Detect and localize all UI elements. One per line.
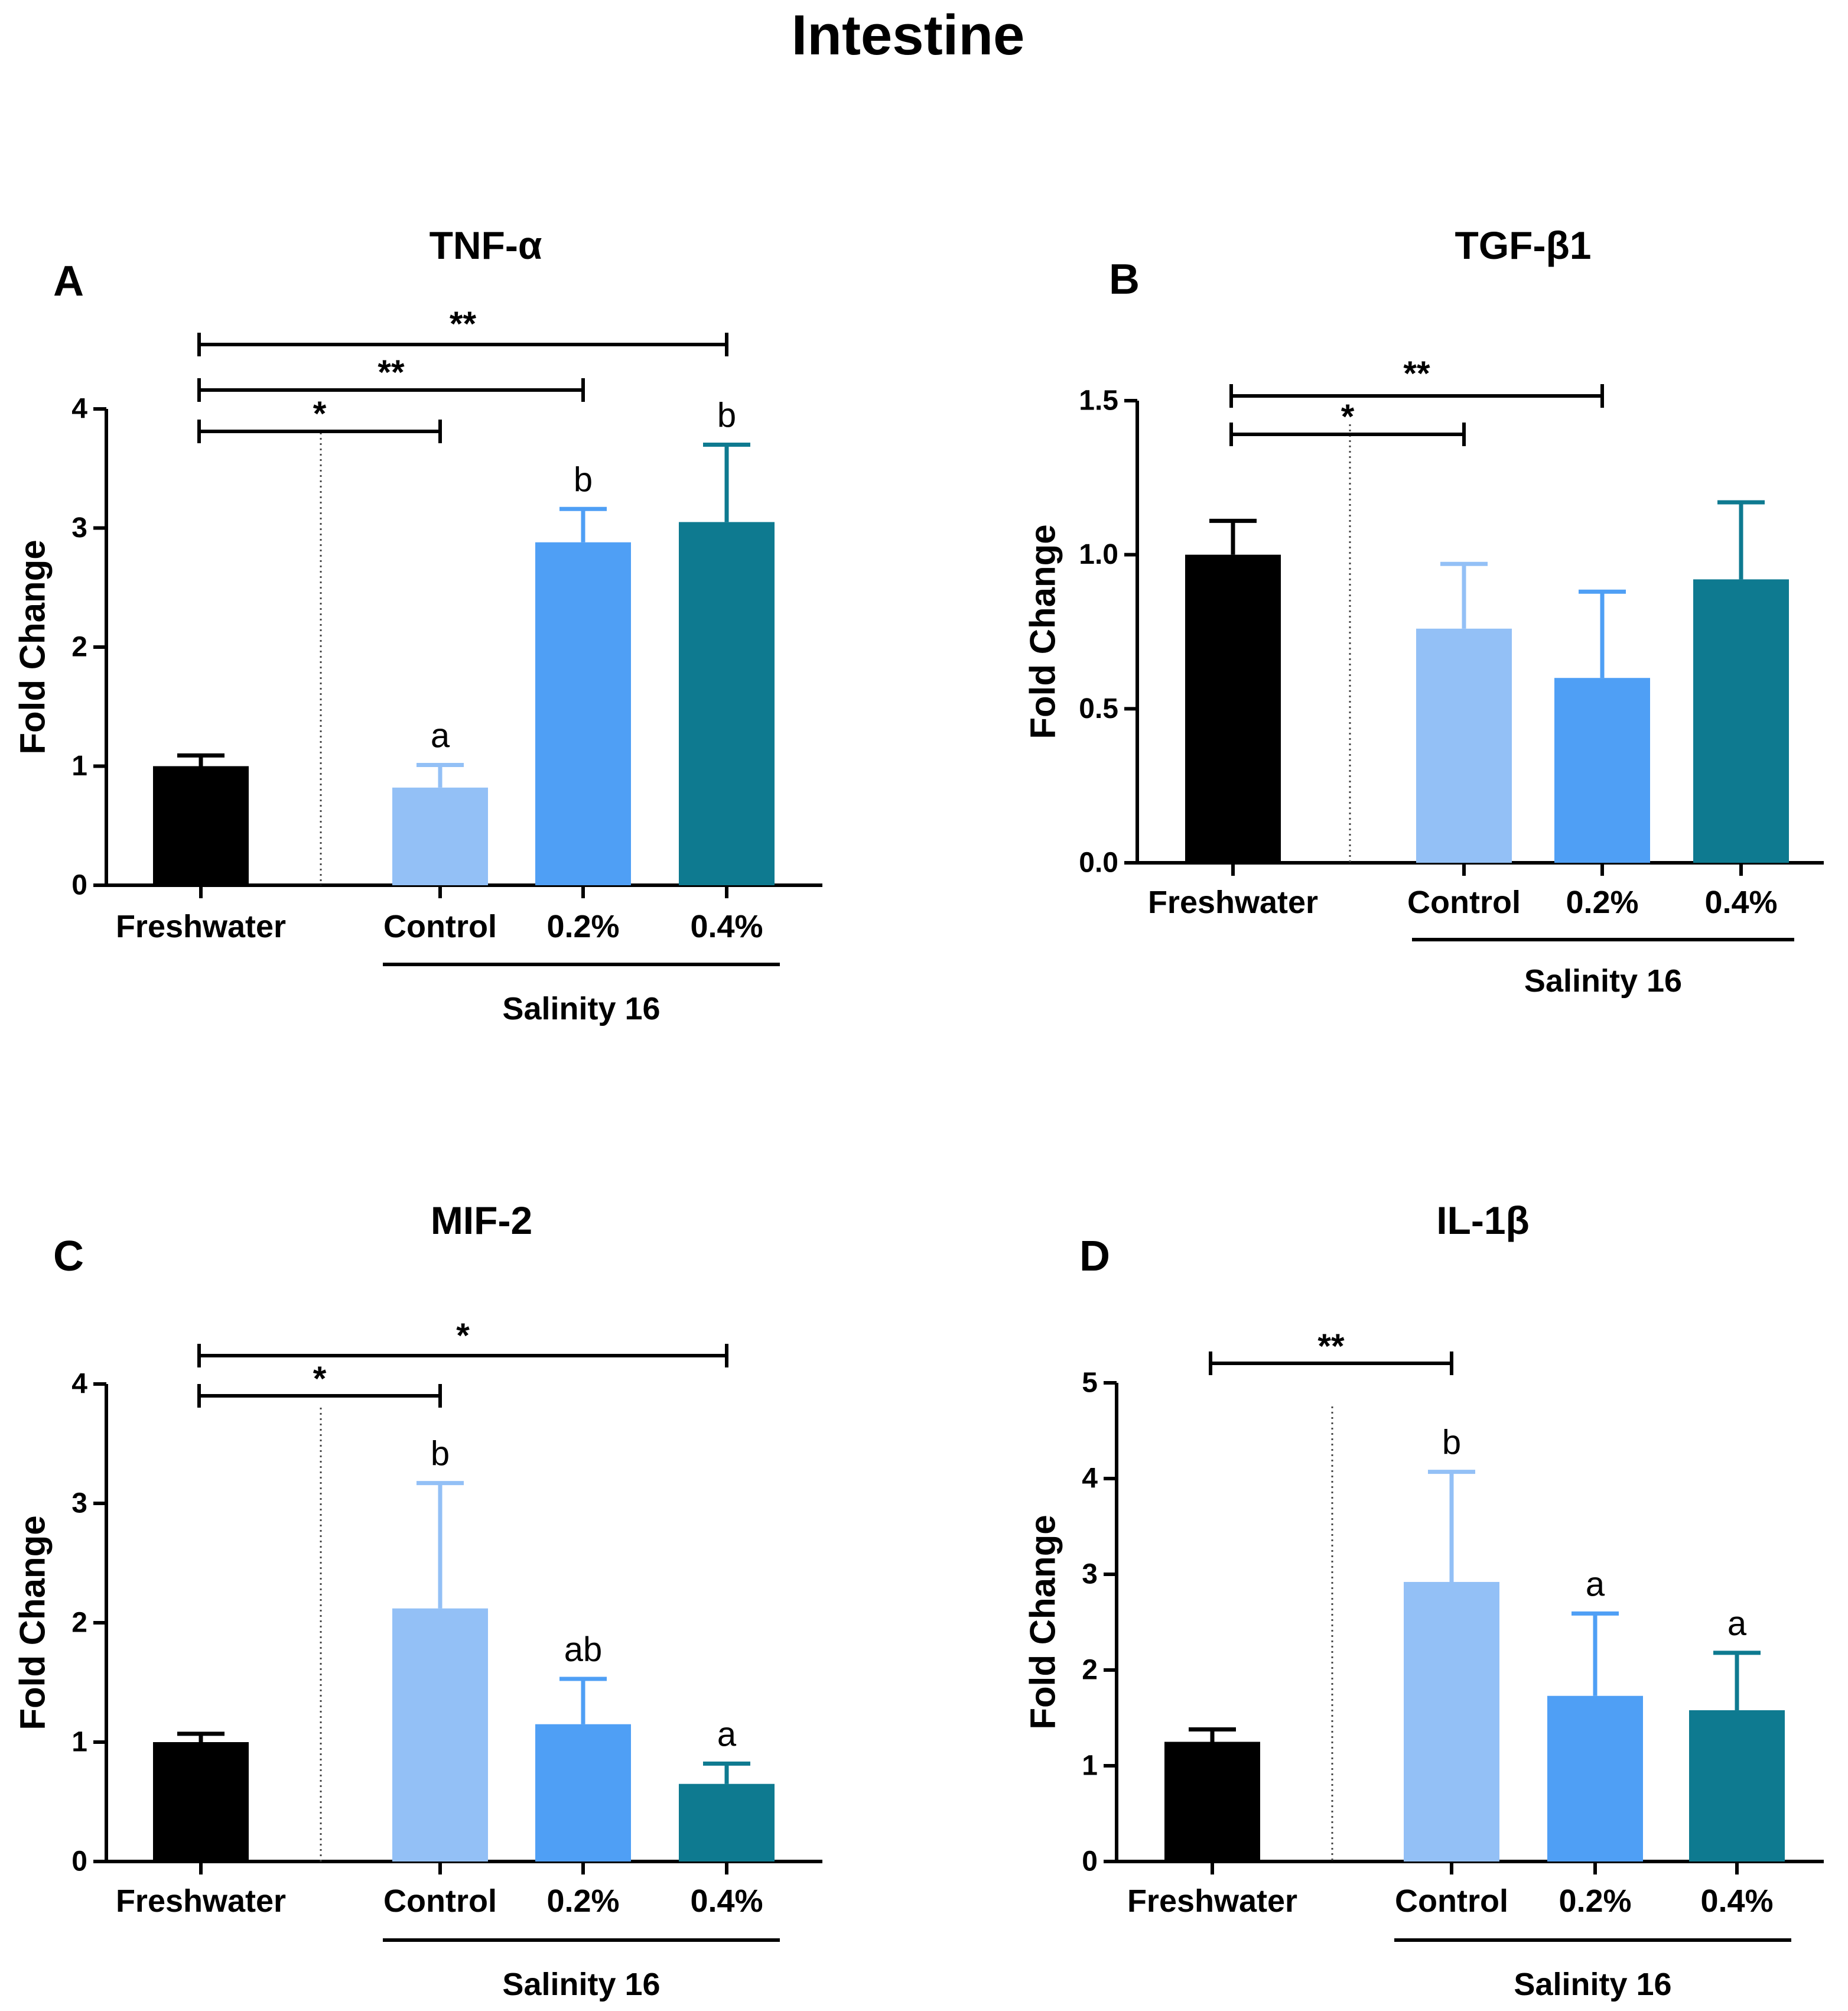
panel-b-y-tick-label: 0.5 [1079,693,1118,725]
panel-c-y-tick-label: 4 [71,1369,87,1400]
panel-c-group-label: Salinity 16 [502,1967,660,2002]
panel-d-category-label: 0.4% [1700,1883,1773,1919]
panel-c-y-tick-label: 3 [71,1488,87,1519]
panel-a-y-tick-label: 1 [71,751,87,782]
panel-a-y-tick-label: 4 [71,394,87,425]
panel-b-y-tick-label: 1.5 [1079,385,1118,417]
panel-d-significance-letter: a [1727,1604,1747,1643]
panel-c-comparison-stars: * [313,1360,327,1398]
panel-a-y-tick-label: 2 [71,632,87,663]
panel-c-y-tick-label: 2 [71,1607,87,1639]
panel-d-y-tick-label: 0 [1082,1846,1098,1877]
panel-b-letter: B [1109,256,1140,303]
panel-a-title: TNF-α [430,223,542,267]
panel-a-category-label: Control [383,909,497,944]
panel-a-group-label: Salinity 16 [502,991,660,1026]
panel-b-ylabel: Fold Change [1023,524,1063,739]
panel-b-bar [1554,678,1650,863]
panel-d-significance-letter: b [1442,1424,1461,1462]
panel-a-significance-letter: b [574,460,593,499]
panel-b-category-label: Control [1407,885,1521,920]
panel-a-ylabel: Fold Change [13,540,53,754]
panel-d-significance-letter: a [1586,1565,1605,1603]
panel-a-y-tick-label: 0 [71,870,87,901]
panel-d-y-tick-label: 4 [1082,1463,1098,1495]
panel-d-y-tick-label: 5 [1082,1367,1098,1399]
panel-d-bar [1164,1742,1260,1861]
panel-a-bar [153,766,249,885]
panel-d-y-tick-label: 3 [1082,1559,1098,1590]
panel-a-category-label: 0.4% [690,909,763,944]
panel-c-category-label: Freshwater [116,1883,286,1919]
panel-c-category-label: 0.2% [546,1883,619,1919]
panel-b-y-tick-label: 0.0 [1079,847,1118,879]
panel-b-category-label: Freshwater [1148,885,1318,920]
panel-b-bar [1185,554,1281,863]
panel-d-bar [1547,1695,1643,1861]
panel-c-ylabel: Fold Change [13,1515,53,1730]
panel-b-comparison-stars: * [1341,398,1355,436]
panel-a-bar [535,542,631,885]
panel-a-y-tick-label: 3 [71,512,87,544]
panel-c-bar [153,1742,249,1861]
panel-a-comparison-stars: ** [450,305,477,343]
panel-d-title: IL-1β [1436,1198,1530,1242]
panel-c-letter: C [53,1233,84,1280]
panel-d-category-label: Control [1395,1883,1508,1919]
panel-a-category-label: 0.2% [546,909,619,944]
panel-c-category-label: 0.4% [690,1883,763,1919]
panel-a-letter: A [53,258,84,305]
panel-d-bar [1689,1710,1785,1861]
panel-b-category-label: 0.4% [1704,885,1777,920]
panel-c-bar [535,1724,631,1861]
panel-d-category-label: 0.2% [1559,1883,1631,1919]
panel-d-ylabel: Fold Change [1023,1515,1063,1729]
panel-b-y-tick-label: 1.0 [1079,539,1118,570]
panel-c-bar [679,1783,775,1861]
panel-d-comparison-stars: ** [1317,1327,1345,1366]
panel-c-y-tick-label: 1 [71,1727,87,1758]
panel-c-bar [392,1608,488,1861]
panel-c-significance-letter: b [431,1435,450,1473]
panel-a-bar [392,787,488,885]
panel-d-y-tick-label: 1 [1082,1750,1098,1782]
panel-a-comparison-stars: * [313,395,327,433]
panel-b-title: TGF-β1 [1455,223,1592,267]
panel-b-group-label: Salinity 16 [1524,963,1682,999]
panel-b-bar [1693,579,1789,863]
panel-b-comparison-stars: ** [1403,355,1430,393]
panel-d-letter: D [1079,1233,1110,1280]
panel-a-significance-letter: a [431,716,450,755]
panel-d-y-tick-label: 2 [1082,1655,1098,1686]
panel-b-category-label: 0.2% [1566,885,1638,920]
panel-d-group-label: Salinity 16 [1514,1967,1671,2002]
panel-a-significance-letter: b [717,396,736,434]
panel-a-bar [679,522,775,885]
panel-c-significance-letter: a [717,1715,737,1753]
panel-a-category-label: Freshwater [116,909,286,944]
panel-c-y-tick-label: 0 [71,1846,87,1877]
figure-title: Intestine [792,4,1025,67]
panel-a-comparison-stars: ** [378,353,405,392]
panel-c-category-label: Control [383,1883,497,1919]
panel-b-bar [1416,628,1512,863]
panel-d-bar [1404,1581,1499,1861]
panel-d-category-label: Freshwater [1127,1883,1297,1919]
panel-c-comparison-stars: * [456,1317,470,1355]
panel-c-significance-letter: ab [564,1630,603,1669]
panel-c-title: MIF-2 [431,1198,532,1242]
